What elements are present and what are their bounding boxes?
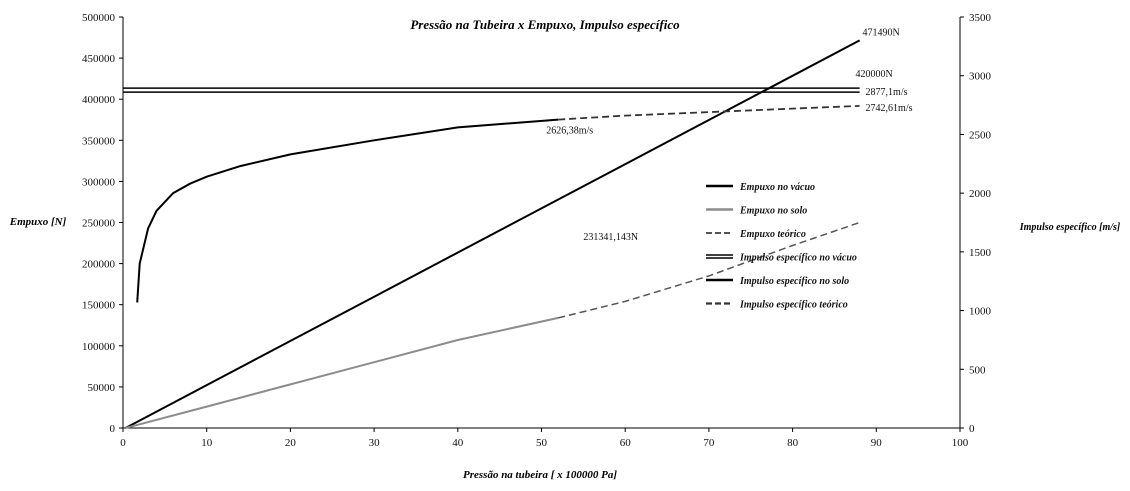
annotation-label: 2877,1m/s — [866, 87, 908, 98]
y-tick-label: 500000 — [82, 12, 116, 24]
y2-tick-label: 2500 — [969, 129, 992, 141]
legend-empuxo-no-solo-label: Empuxo no solo — [739, 206, 807, 217]
y-axis-label: Empuxo [N] — [9, 216, 67, 228]
legend-empuxo-no-vacuo-label: Empuxo no vácuo — [739, 182, 815, 193]
annotation-label: 2742,61m/s — [866, 103, 913, 114]
y-tick-label: 50000 — [88, 382, 116, 394]
y-tick-label: 400000 — [82, 94, 116, 106]
x-tick-label: 60 — [620, 437, 632, 449]
y-tick-label: 0 — [110, 423, 116, 435]
y-tick-label: 350000 — [82, 135, 116, 147]
y2-tick-label: 0 — [969, 423, 975, 435]
annotation-label: 2626,38m/s — [546, 126, 593, 137]
series-impulso-especifico-teorico-line — [558, 105, 860, 121]
chart-title: Pressão na Tubeira x Empuxo, Impulso esp… — [410, 17, 680, 32]
y-tick-label: 100000 — [82, 341, 116, 353]
legend-impulso-especifico-no-vacuo-label: Impulso específico no vácuo — [739, 253, 857, 264]
y2-tick-label: 1500 — [969, 247, 992, 259]
annotation-label: 420000N — [856, 69, 893, 80]
annotation-label: 231341,143N — [583, 232, 638, 243]
series-empuxo-teorico-line — [558, 221, 860, 319]
x-tick-label: 80 — [787, 437, 799, 449]
x-tick-label: 10 — [201, 437, 213, 449]
x-tick-label: 0 — [120, 437, 126, 449]
series-lines — [123, 39, 861, 429]
legend-empuxo-teorico-label: Empuxo teórico — [739, 229, 806, 240]
x-tick-label: 90 — [871, 437, 883, 449]
x-tick-label: 40 — [452, 437, 464, 449]
y-tick-label: 200000 — [82, 259, 116, 271]
x-tick-label: 50 — [536, 437, 548, 449]
legend: Empuxo no vácuo Empuxo no solo Empuxo teór… — [706, 182, 857, 311]
y2-tick-label: 1000 — [969, 306, 992, 318]
y-tick-label: 250000 — [82, 218, 116, 230]
x-tick-label: 20 — [285, 437, 297, 449]
y-tick-label: 150000 — [82, 300, 116, 312]
x-tick-label: 30 — [369, 437, 381, 449]
y-tick-label: 450000 — [82, 53, 116, 65]
y2-tick-label: 500 — [969, 364, 986, 376]
axes: 0 10 20 30 40 50 60 70 80 90 100050000100000150000… — [82, 12, 992, 449]
x-axis-label: Pressão na tubeira [ x 100000 Pa] — [463, 469, 617, 481]
annotations: 471490N 420000N 2877,1m/s 2742,61m/s 2626,38… — [546, 27, 912, 242]
legend-impulso-especifico-teorico-label: Impulso específico teórico — [739, 300, 848, 311]
annotation-label: 471490N — [863, 27, 900, 38]
y2-axis-label: Impulso específico [m/s] — [1019, 222, 1121, 233]
series-impulso-especifico-no-solo-line — [136, 118, 559, 303]
series-empuxo-no-solo-line — [125, 316, 559, 429]
x-tick-label: 100 — [952, 437, 969, 449]
y2-tick-label: 2000 — [969, 188, 992, 200]
y-tick-label: 300000 — [82, 176, 116, 188]
y2-tick-label: 3500 — [969, 12, 992, 24]
series-empuxo-no-vacuo-line — [125, 39, 861, 429]
x-tick-label: 70 — [703, 437, 715, 449]
legend-impulso-especifico-no-solo-label: Impulso específico no solo — [739, 276, 849, 287]
y2-tick-label: 3000 — [969, 71, 992, 83]
